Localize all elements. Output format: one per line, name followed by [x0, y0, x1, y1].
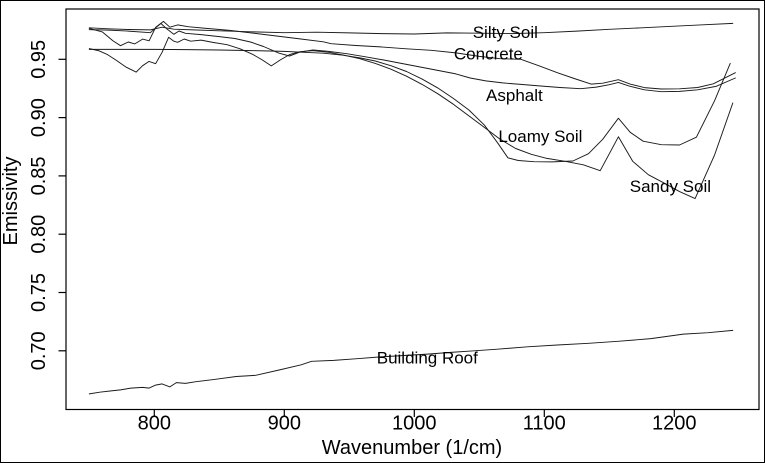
y-tick-label: 0.85: [28, 156, 50, 195]
series-line-silty-soil: [88, 22, 734, 35]
series-line-loamy-soil: [88, 48, 731, 163]
series-line-concrete: [88, 20, 736, 90]
y-tick-label: 0.95: [28, 40, 50, 79]
series-label-asphalt: Asphalt: [486, 86, 543, 105]
y-tick-label: 0.75: [28, 273, 50, 312]
y-axis-ticks: 0.70 0.75 0.80 0.85 0.90 0.95: [28, 40, 66, 370]
series-line-building-roof: [88, 329, 734, 395]
series-label-silty-soil: Silty Soil: [473, 23, 538, 42]
series-label-sandy-soil: Sandy Soil: [630, 177, 711, 196]
series-label-building-roof: Building Roof: [377, 348, 478, 367]
x-axis-title: Wavenumber (1/cm): [322, 437, 502, 459]
x-tick-label: 900: [268, 413, 301, 435]
x-tick-label: 800: [138, 413, 171, 435]
x-tick-label: 1200: [652, 413, 697, 435]
y-tick-label: 0.80: [28, 215, 50, 254]
series-lines: [88, 20, 736, 395]
y-axis-title: Emissivity: [1, 157, 22, 246]
x-tick-label: 1000: [392, 413, 437, 435]
plot-box: [65, 8, 760, 411]
series-labels: Silty Soil Concrete Asphalt Loamy Soil Sandy…: [377, 23, 711, 367]
y-tick-label: 0.70: [28, 331, 50, 370]
x-tick-label: 1100: [523, 413, 566, 435]
x-axis-ticks: 800 900 1000 1100 1200: [138, 409, 697, 435]
y-tick-label: 0.90: [28, 98, 50, 137]
series-label-loamy-soil: Loamy Soil: [498, 127, 582, 146]
series-label-concrete: Concrete: [454, 44, 523, 63]
series-line-asphalt: [88, 22, 736, 93]
series-line-sandy-soil: [88, 36, 734, 200]
